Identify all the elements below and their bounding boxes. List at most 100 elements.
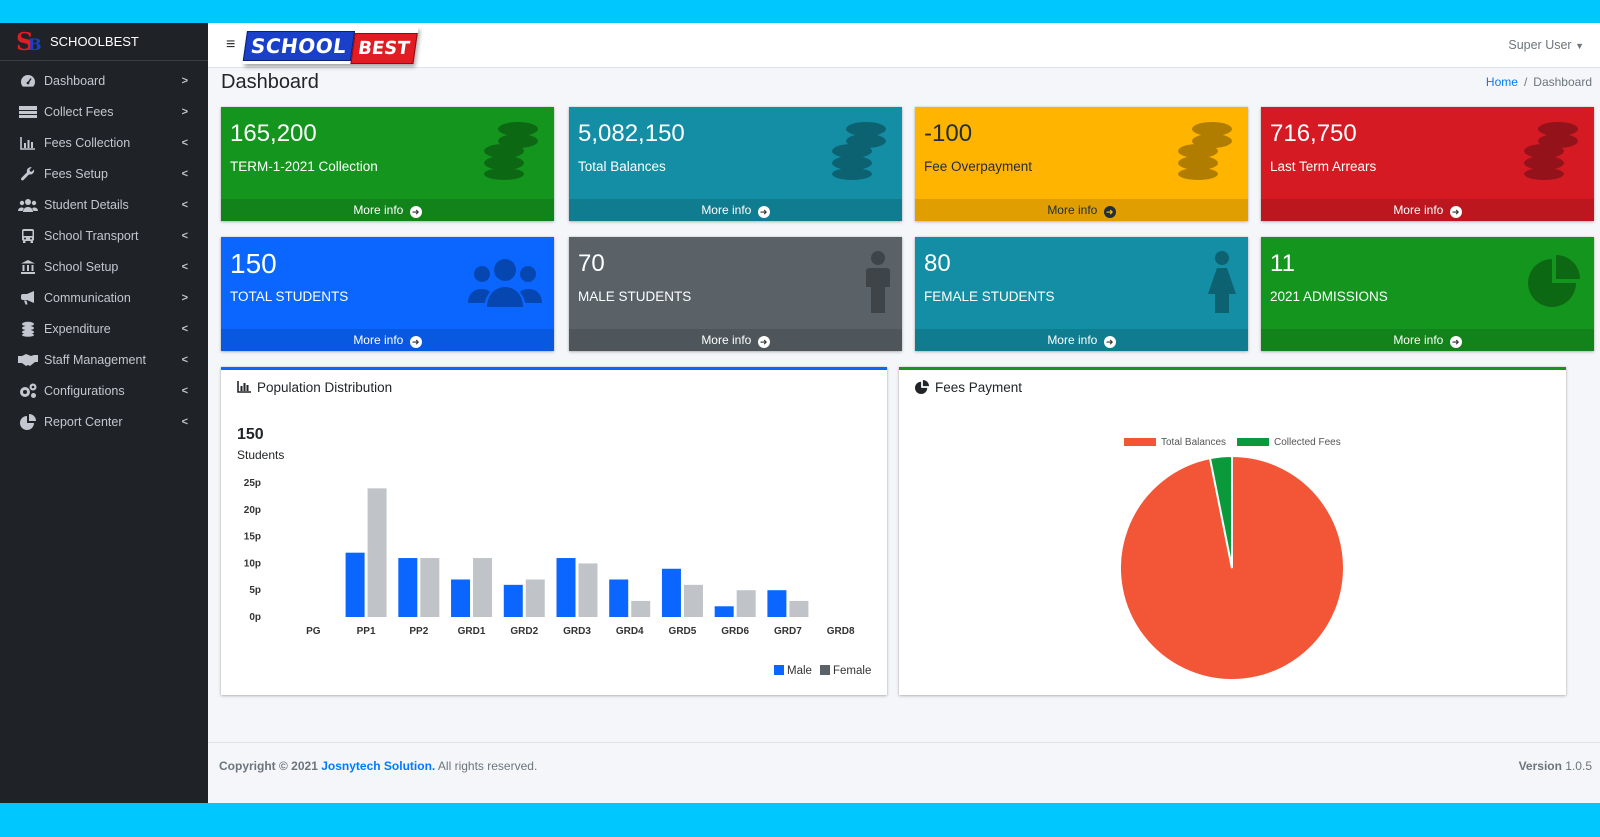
stat-box-total-students: 150 TOTAL STUDENTS More info ➜	[221, 237, 554, 351]
chevron-icon: <	[181, 260, 188, 273]
pie-slice-collected-fees[interactable]	[1208, 454, 1233, 569]
bar-female[interactable]	[683, 584, 703, 617]
more-info-link[interactable]: More info ➜	[1261, 199, 1594, 221]
y-tick-label: 10p	[244, 558, 261, 569]
bar-female[interactable]	[473, 558, 493, 617]
y-tick-label: 15p	[244, 532, 261, 543]
chevron-icon: <	[181, 322, 188, 335]
more-info-link[interactable]: More info ➜	[221, 329, 554, 351]
chevron-icon: >	[181, 105, 188, 118]
stat-value: 716,750	[1270, 120, 1357, 147]
sidebar-item-label: Fees Setup	[44, 166, 108, 181]
legend-swatch	[820, 665, 830, 675]
more-info-link[interactable]: More info ➜	[569, 199, 902, 221]
bar-female[interactable]	[631, 600, 651, 617]
stat-box-female-students: 80 FEMALE STUDENTS More info ➜	[915, 237, 1248, 351]
sidebar-item-fees-collection[interactable]: Fees Collection <	[0, 127, 208, 158]
bar-male[interactable]	[345, 552, 365, 617]
x-tick-label: GRD1	[458, 626, 486, 637]
bar-female[interactable]	[578, 563, 598, 617]
stat-label: Total Balances	[578, 159, 666, 174]
company-link[interactable]: Josnytech Solution.	[321, 758, 436, 773]
sidebar-item-label: Communication	[44, 290, 131, 305]
school-best-logo[interactable]: SCHOOL BEST	[243, 27, 419, 64]
page-title: Dashboard	[221, 70, 319, 93]
more-info-link[interactable]: More info ➜	[569, 329, 902, 351]
stat-box-male-students: 70 MALE STUDENTS More info ➜	[569, 237, 902, 351]
top-navbar: ≡ SCHOOL BEST Super User ▼	[208, 23, 1600, 68]
breadcrumb-home-link[interactable]: Home	[1485, 75, 1518, 89]
sidebar-item-dashboard[interactable]: Dashboard >	[0, 65, 208, 96]
dashboard-gauge-icon	[18, 73, 38, 89]
sidebar-item-expenditure[interactable]: Expenditure <	[0, 313, 208, 344]
more-info-link[interactable]: More info ➜	[221, 199, 554, 221]
x-tick-label: PP1	[357, 626, 376, 637]
chevron-icon: <	[181, 353, 188, 366]
more-info-link[interactable]: More info ➜	[1261, 329, 1594, 351]
bar-male[interactable]	[767, 590, 787, 617]
sidebar-nav: Dashboard > Collect Fees > Fees Collecti…	[0, 61, 208, 437]
sidebar-item-report-center[interactable]: Report Center <	[0, 406, 208, 437]
university-icon	[18, 259, 38, 275]
bar-female[interactable]	[525, 579, 545, 617]
breadcrumb-separator: /	[1523, 75, 1528, 89]
more-info-link[interactable]: More info ➜	[915, 199, 1248, 221]
chart-pie-icon	[18, 413, 38, 430]
users-icon	[468, 257, 542, 314]
bar-male[interactable]	[661, 568, 681, 617]
stat-value: 165,200	[230, 120, 317, 147]
chart-bar-icon	[18, 135, 38, 151]
coins-icon	[1522, 121, 1582, 186]
coins-icon	[18, 321, 38, 337]
sidebar-item-staff-management[interactable]: Staff Management <	[0, 344, 208, 375]
legend-label: Total Balances	[1161, 437, 1226, 448]
bar-male[interactable]	[398, 558, 418, 617]
y-tick-label: 5p	[249, 585, 261, 596]
stat-box-last-term-arrears: 716,750 Last Term Arrears More info ➜	[1261, 107, 1594, 221]
sidebar-item-school-setup[interactable]: School Setup <	[0, 251, 208, 282]
bar-male[interactable]	[609, 579, 629, 617]
bar-female[interactable]	[367, 488, 387, 617]
bar-male[interactable]	[503, 584, 523, 617]
user-menu-dropdown[interactable]: Super User ▼	[1508, 38, 1584, 52]
population-total: 150	[237, 426, 264, 443]
bar-female[interactable]	[736, 590, 756, 617]
female-icon	[1208, 251, 1236, 318]
bar-male[interactable]	[451, 579, 471, 617]
sidebar-item-student-details[interactable]: Student Details <	[0, 189, 208, 220]
logo-best-text: BEST	[350, 32, 418, 64]
more-info-link[interactable]: More info ➜	[915, 329, 1248, 351]
sidebar-item-label: Student Details	[44, 197, 129, 212]
stat-label: FEMALE STUDENTS	[924, 289, 1055, 304]
arrow-circle-right-icon: ➜	[409, 206, 422, 218]
fees-pie-chart: Total Balances Collected Fees	[1119, 437, 1345, 681]
chevron-icon: >	[181, 74, 188, 87]
bullhorn-icon	[18, 290, 38, 306]
chevron-icon: <	[181, 229, 188, 242]
sidebar-item-fees-setup[interactable]: Fees Setup <	[0, 158, 208, 189]
sidebar-item-collect-fees[interactable]: Collect Fees >	[0, 96, 208, 127]
arrow-circle-right-icon: ➜	[757, 336, 770, 348]
bar-female[interactable]	[789, 600, 809, 617]
stat-box-admissions: 11 2021 ADMISSIONS More info ➜	[1261, 237, 1594, 351]
stat-label: TOTAL STUDENTS	[230, 289, 349, 304]
user-name: Super User	[1508, 38, 1572, 52]
caret-down-icon: ▼	[1575, 41, 1584, 51]
hamburger-menu-icon[interactable]: ≡	[226, 36, 236, 53]
sidebar-item-school-transport[interactable]: School Transport <	[0, 220, 208, 251]
bar-male[interactable]	[556, 558, 576, 617]
sidebar-item-communication[interactable]: Communication >	[0, 282, 208, 313]
bar-male[interactable]	[714, 606, 734, 617]
legend-label: Male	[787, 665, 812, 677]
sidebar-item-configurations[interactable]: Configurations <	[0, 375, 208, 406]
bar-female[interactable]	[420, 558, 440, 617]
stat-value: -100	[924, 120, 973, 147]
cogs-icon	[18, 383, 38, 399]
arrow-circle-right-icon: ➜	[1449, 206, 1462, 218]
card-header: Fees Payment	[899, 370, 1566, 404]
chevron-icon: >	[181, 291, 188, 304]
male-icon	[866, 251, 890, 318]
